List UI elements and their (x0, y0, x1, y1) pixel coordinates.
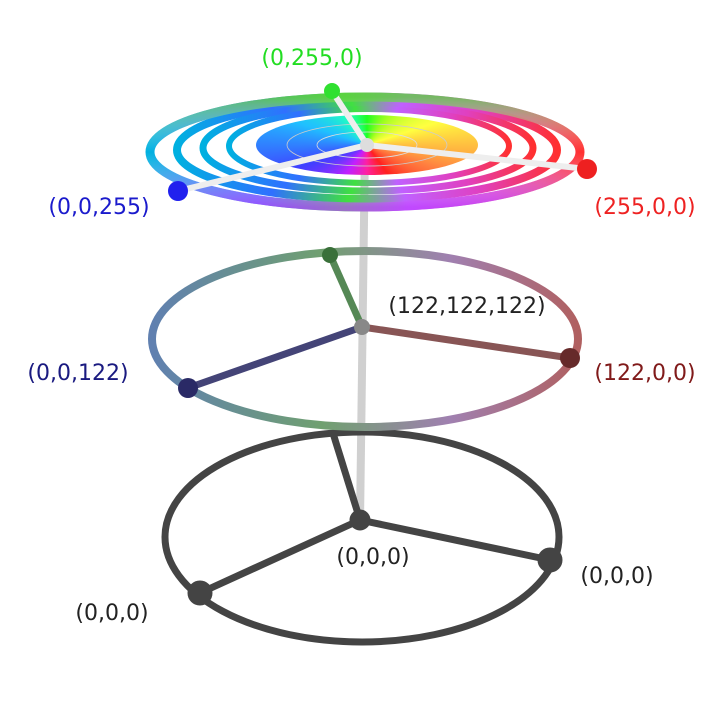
bottom-level (161, 428, 563, 646)
label: (255,0,0) (594, 195, 695, 220)
label: (0,0,0) (75, 601, 148, 626)
label: (0,0,0) (580, 564, 653, 589)
label: (122,0,0) (594, 361, 695, 386)
label: (0,0,122) (27, 361, 128, 386)
label: (0,0,0) (336, 545, 409, 570)
label: (122,122,122) (388, 294, 545, 319)
label: (0,0,255) (48, 195, 149, 220)
top-level (145, 83, 597, 212)
middle-level (148, 247, 582, 431)
label: (0,255,0) (261, 46, 362, 71)
